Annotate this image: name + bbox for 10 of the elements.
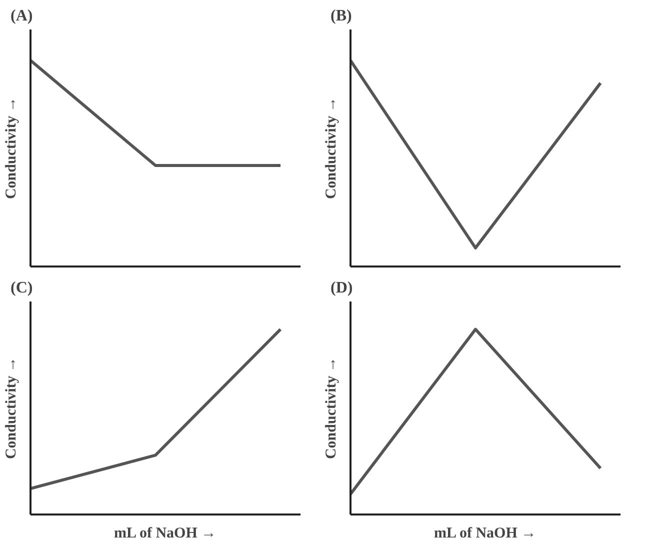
chart-title: (D) [330, 280, 353, 296]
chart-title: (A) [10, 8, 33, 24]
x-axis-title: mL of NaOH → [434, 526, 536, 542]
y-axis-title: Conductivity → [324, 356, 340, 460]
y-axis-title: Conductivity → [4, 356, 20, 460]
chart-title: (C) [10, 280, 33, 296]
chart-title: (B) [330, 8, 352, 24]
y-axis-title: Conductivity → [4, 96, 20, 200]
y-axis-title: Conductivity → [324, 96, 340, 200]
x-axis-title: mL of NaOH → [114, 526, 216, 542]
